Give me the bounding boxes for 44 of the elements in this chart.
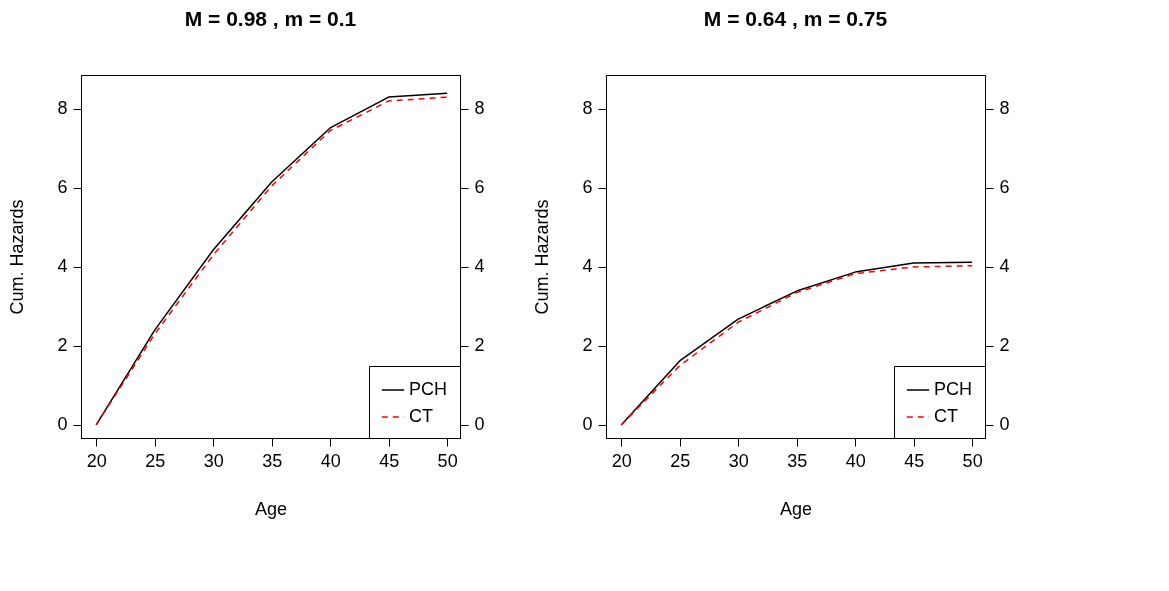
y-tick-label: 6 [582,177,593,198]
y2-tick-label: 8 [474,98,485,119]
x-tick-label: 30 [203,450,224,471]
y2-tick-label: 2 [999,335,1010,356]
x-tick-label: 50 [437,450,458,471]
x-axis-title: Age [779,498,813,519]
y-tick-label: 8 [57,98,68,119]
y-tick-label: 4 [582,256,593,277]
legend-label: PCH [409,379,448,399]
x-tick-label: 20 [611,450,632,471]
y2-tick-label: 6 [999,177,1010,198]
x-tick-label: 50 [962,450,983,471]
y-tick-label: 8 [582,98,593,119]
x-tick-label: 30 [728,450,749,471]
y-axis-title: Cum. Hazards [7,199,28,315]
legend-label: CT [934,406,958,426]
legend-label: CT [409,406,433,426]
x-tick-label: 45 [379,450,400,471]
chart-title: M = 0.98 , m = 0.1 [184,7,357,30]
x-tick-label: 25 [145,450,166,471]
y-tick-label: 0 [582,414,593,435]
y-tick-label: 2 [582,335,593,356]
y-tick-label: 0 [57,414,68,435]
y-tick-label: 6 [57,177,68,198]
x-axis-title: Age [254,498,288,519]
y2-tick-label: 0 [999,414,1010,435]
chart-title: M = 0.64 , m = 0.75 [703,7,888,30]
x-tick-label: 20 [86,450,107,471]
x-tick-label: 35 [787,450,808,471]
y2-tick-label: 2 [474,335,485,356]
y2-tick-label: 8 [999,98,1010,119]
x-tick-label: 25 [670,450,691,471]
y-tick-label: 2 [57,335,68,356]
x-tick-label: 45 [904,450,925,471]
y-tick-label: 4 [57,256,68,277]
x-tick-label: 40 [320,450,341,471]
y2-tick-label: 4 [474,256,485,277]
y-axis-title: Cum. Hazards [532,199,553,315]
legend-label: PCH [934,379,973,399]
y2-tick-label: 6 [474,177,485,198]
y2-tick-label: 4 [999,256,1010,277]
x-tick-label: 35 [262,450,283,471]
y2-tick-label: 0 [474,414,485,435]
x-tick-label: 40 [845,450,866,471]
